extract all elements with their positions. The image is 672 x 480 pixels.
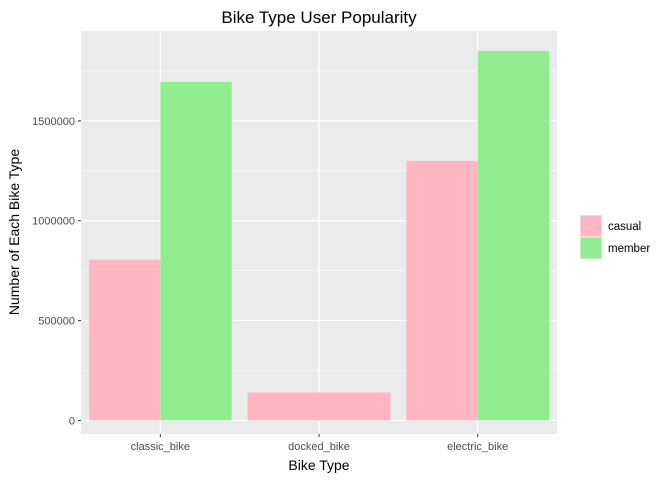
y-tick-label: 0 [69, 415, 75, 427]
y-axis: 0 500000 1000000 1500000 [32, 116, 81, 427]
x-tick-label: classic_bike [131, 441, 190, 453]
bar-docked_bike-casual [247, 392, 391, 421]
x-tick-label: docked_bike [288, 441, 350, 453]
bar-classic_bike-member [160, 81, 232, 421]
chart-title: Bike Type User Popularity [221, 8, 417, 27]
y-tick-label: 1500000 [32, 116, 75, 128]
y-tick-label: 500000 [38, 316, 75, 328]
legend: casual member [580, 215, 650, 259]
x-tick-label: electric_bike [447, 441, 508, 453]
y-tick-label: 1000000 [32, 216, 75, 228]
bar-electric_bike-member [477, 50, 550, 421]
legend-swatch-casual [580, 215, 602, 237]
legend-swatch-member [580, 237, 602, 259]
legend-label-member: member [608, 243, 650, 255]
bar-electric_bike-casual [406, 160, 478, 421]
x-axis: classic_bike docked_bike electric_bike [131, 434, 508, 453]
bar-classic_bike-casual [88, 259, 161, 421]
y-axis-title: Number of Each Bike Type [6, 149, 22, 315]
x-axis-title: Bike Type [288, 457, 349, 473]
bars [88, 50, 550, 421]
legend-label-casual: casual [608, 221, 641, 233]
